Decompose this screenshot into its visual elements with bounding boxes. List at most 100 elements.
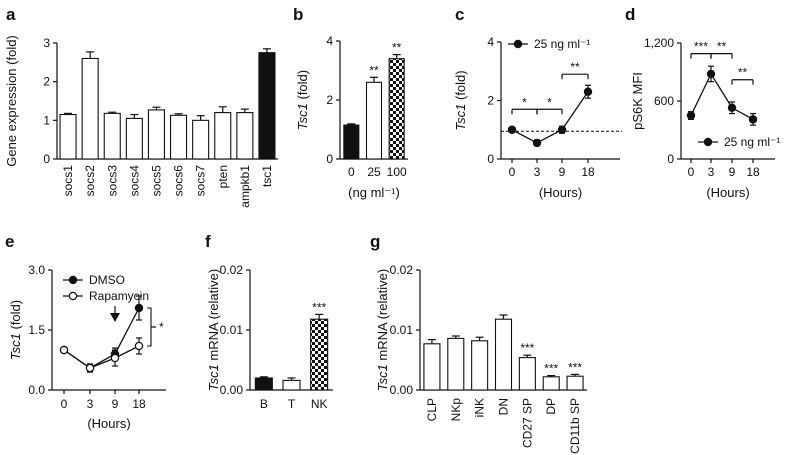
point-d-0-2 bbox=[727, 103, 737, 112]
y-tick-label-g: 0.01 bbox=[390, 323, 414, 337]
x-tick-label-a: socs1 bbox=[61, 165, 75, 197]
y-tick-label-e: 1.5 bbox=[28, 323, 45, 337]
series-line-e-0 bbox=[63, 307, 140, 369]
x-tick-label-g: CD27 SP bbox=[520, 398, 534, 448]
x-tick-label-a: socs2 bbox=[83, 165, 97, 197]
x-tick-label-f: B bbox=[260, 397, 268, 411]
x-tick-label-c: 9 bbox=[559, 165, 566, 179]
y-tick-label-e: 0.0 bbox=[28, 383, 45, 397]
bar-f-0 bbox=[254, 377, 273, 391]
bar-g-5 bbox=[542, 376, 560, 391]
x-tick-label-f: T bbox=[288, 397, 296, 411]
bar-g-1 bbox=[447, 337, 465, 391]
bar-a-8 bbox=[236, 112, 254, 160]
panel-label-g: g bbox=[370, 232, 380, 251]
x-tick-label-d: 9 bbox=[729, 165, 736, 179]
point-c-0-0 bbox=[507, 125, 517, 134]
legend-marker-e bbox=[68, 291, 78, 301]
y-axis-label-b: Tsc1 (fold) bbox=[295, 70, 310, 130]
series-line-d-0 bbox=[690, 72, 754, 120]
significance-f: *** bbox=[312, 300, 326, 314]
x-axis-label-b: (ng ml⁻¹) bbox=[348, 185, 400, 200]
bar-a-4 bbox=[147, 109, 165, 160]
x-tick-label-g: DN bbox=[497, 398, 511, 415]
x-axis-label-e: (Hours) bbox=[87, 416, 130, 431]
x-tick-label-g: CLP bbox=[425, 398, 439, 421]
x-tick-label-c: 0 bbox=[509, 165, 516, 179]
legend-marker-c bbox=[513, 39, 523, 49]
x-tick-label-b: 0 bbox=[348, 165, 355, 179]
bar-a-5 bbox=[170, 114, 188, 160]
y-tick-label-f: 0.01 bbox=[220, 323, 244, 337]
arrow-head-e bbox=[110, 313, 120, 322]
series-line-e-1 bbox=[63, 345, 140, 369]
point-e-1-1 bbox=[85, 363, 95, 373]
x-tick-label-d: 0 bbox=[688, 165, 695, 179]
x-tick-label-b: 25 bbox=[367, 165, 381, 179]
bar-g-2 bbox=[471, 340, 489, 391]
x-tick-label-c: 3 bbox=[534, 165, 541, 179]
y-tick-label-a: 2 bbox=[43, 75, 50, 89]
x-tick-label-b: 100 bbox=[387, 165, 407, 179]
y-axis-label-d: pS6K MFI bbox=[630, 72, 645, 130]
point-e-1-3 bbox=[134, 341, 144, 351]
x-tick-label-g: NKp bbox=[449, 398, 463, 422]
bar-a-9 bbox=[258, 52, 276, 160]
legend-marker-e bbox=[68, 275, 78, 285]
x-tick-label-e: 0 bbox=[61, 397, 68, 411]
y-tick-label-b: 4 bbox=[326, 34, 333, 48]
point-d-0-3 bbox=[748, 115, 758, 124]
y-tick-label-c: 2 bbox=[487, 94, 494, 108]
x-tick-label-f: NK bbox=[311, 397, 328, 411]
side-bracket-e bbox=[147, 307, 152, 347]
significance-b: ** bbox=[369, 63, 379, 77]
y-tick-label-d: 600 bbox=[654, 94, 674, 108]
point-c-0-1 bbox=[532, 138, 542, 148]
panel-label-f: f bbox=[205, 232, 211, 251]
x-tick-label-a: socs3 bbox=[105, 165, 119, 197]
x-tick-label-a: socs7 bbox=[194, 165, 208, 197]
y-tick-label-b: 2 bbox=[326, 93, 333, 107]
x-axis-label-c: (Hours) bbox=[539, 185, 582, 200]
point-d-0-1 bbox=[706, 69, 716, 79]
y-tick-label-b: 0 bbox=[326, 152, 333, 166]
bar-g-0 bbox=[423, 343, 441, 391]
bar-b-0 bbox=[343, 124, 360, 160]
point-c-0-2 bbox=[557, 125, 567, 134]
y-tick-label-c: 4 bbox=[487, 35, 494, 49]
y-axis-label-g: Tsc1 mRNA (relative) bbox=[375, 269, 390, 391]
panel-label-c: c bbox=[455, 5, 464, 24]
significance-g: *** bbox=[568, 360, 582, 374]
significance-b: ** bbox=[392, 41, 402, 55]
bar-g-4 bbox=[518, 357, 536, 391]
y-tick-label-g: 0.00 bbox=[390, 383, 414, 397]
x-tick-label-a: tsc1 bbox=[260, 165, 274, 187]
x-tick-label-c: 18 bbox=[581, 165, 595, 179]
y-tick-label-c: 0 bbox=[487, 152, 494, 166]
y-axis-label-f: Tsc1 mRNA (relative) bbox=[206, 269, 221, 391]
panel-label-a: a bbox=[6, 5, 16, 24]
y-tick-label-e: 3.0 bbox=[28, 263, 45, 277]
legend-label-e: Rapamycin bbox=[89, 289, 149, 303]
significance-g: *** bbox=[520, 341, 534, 355]
y-tick-label-a: 1 bbox=[43, 113, 50, 127]
panel-label-d: d bbox=[625, 5, 635, 24]
bar-a-6 bbox=[192, 119, 210, 160]
bar-g-3 bbox=[494, 318, 513, 391]
x-tick-label-d: 3 bbox=[708, 165, 715, 179]
x-tick-label-a: pten bbox=[216, 165, 230, 188]
legend-label-e: DMSO bbox=[89, 273, 125, 287]
series-line-c-0 bbox=[511, 91, 589, 144]
bar-f-1 bbox=[282, 379, 301, 391]
x-tick-label-g: CD11b SP bbox=[568, 398, 582, 454]
point-e-1-2 bbox=[110, 353, 120, 363]
bar-g-6 bbox=[566, 375, 584, 391]
y-tick-label-d: 0 bbox=[667, 152, 674, 166]
y-tick-label-a: 0 bbox=[43, 152, 50, 166]
bar-b-1 bbox=[365, 81, 383, 160]
bar-a-2 bbox=[103, 112, 121, 160]
point-d-0-0 bbox=[686, 111, 696, 120]
x-tick-label-g: DP bbox=[544, 398, 558, 415]
x-tick-label-a: socs6 bbox=[172, 165, 186, 197]
